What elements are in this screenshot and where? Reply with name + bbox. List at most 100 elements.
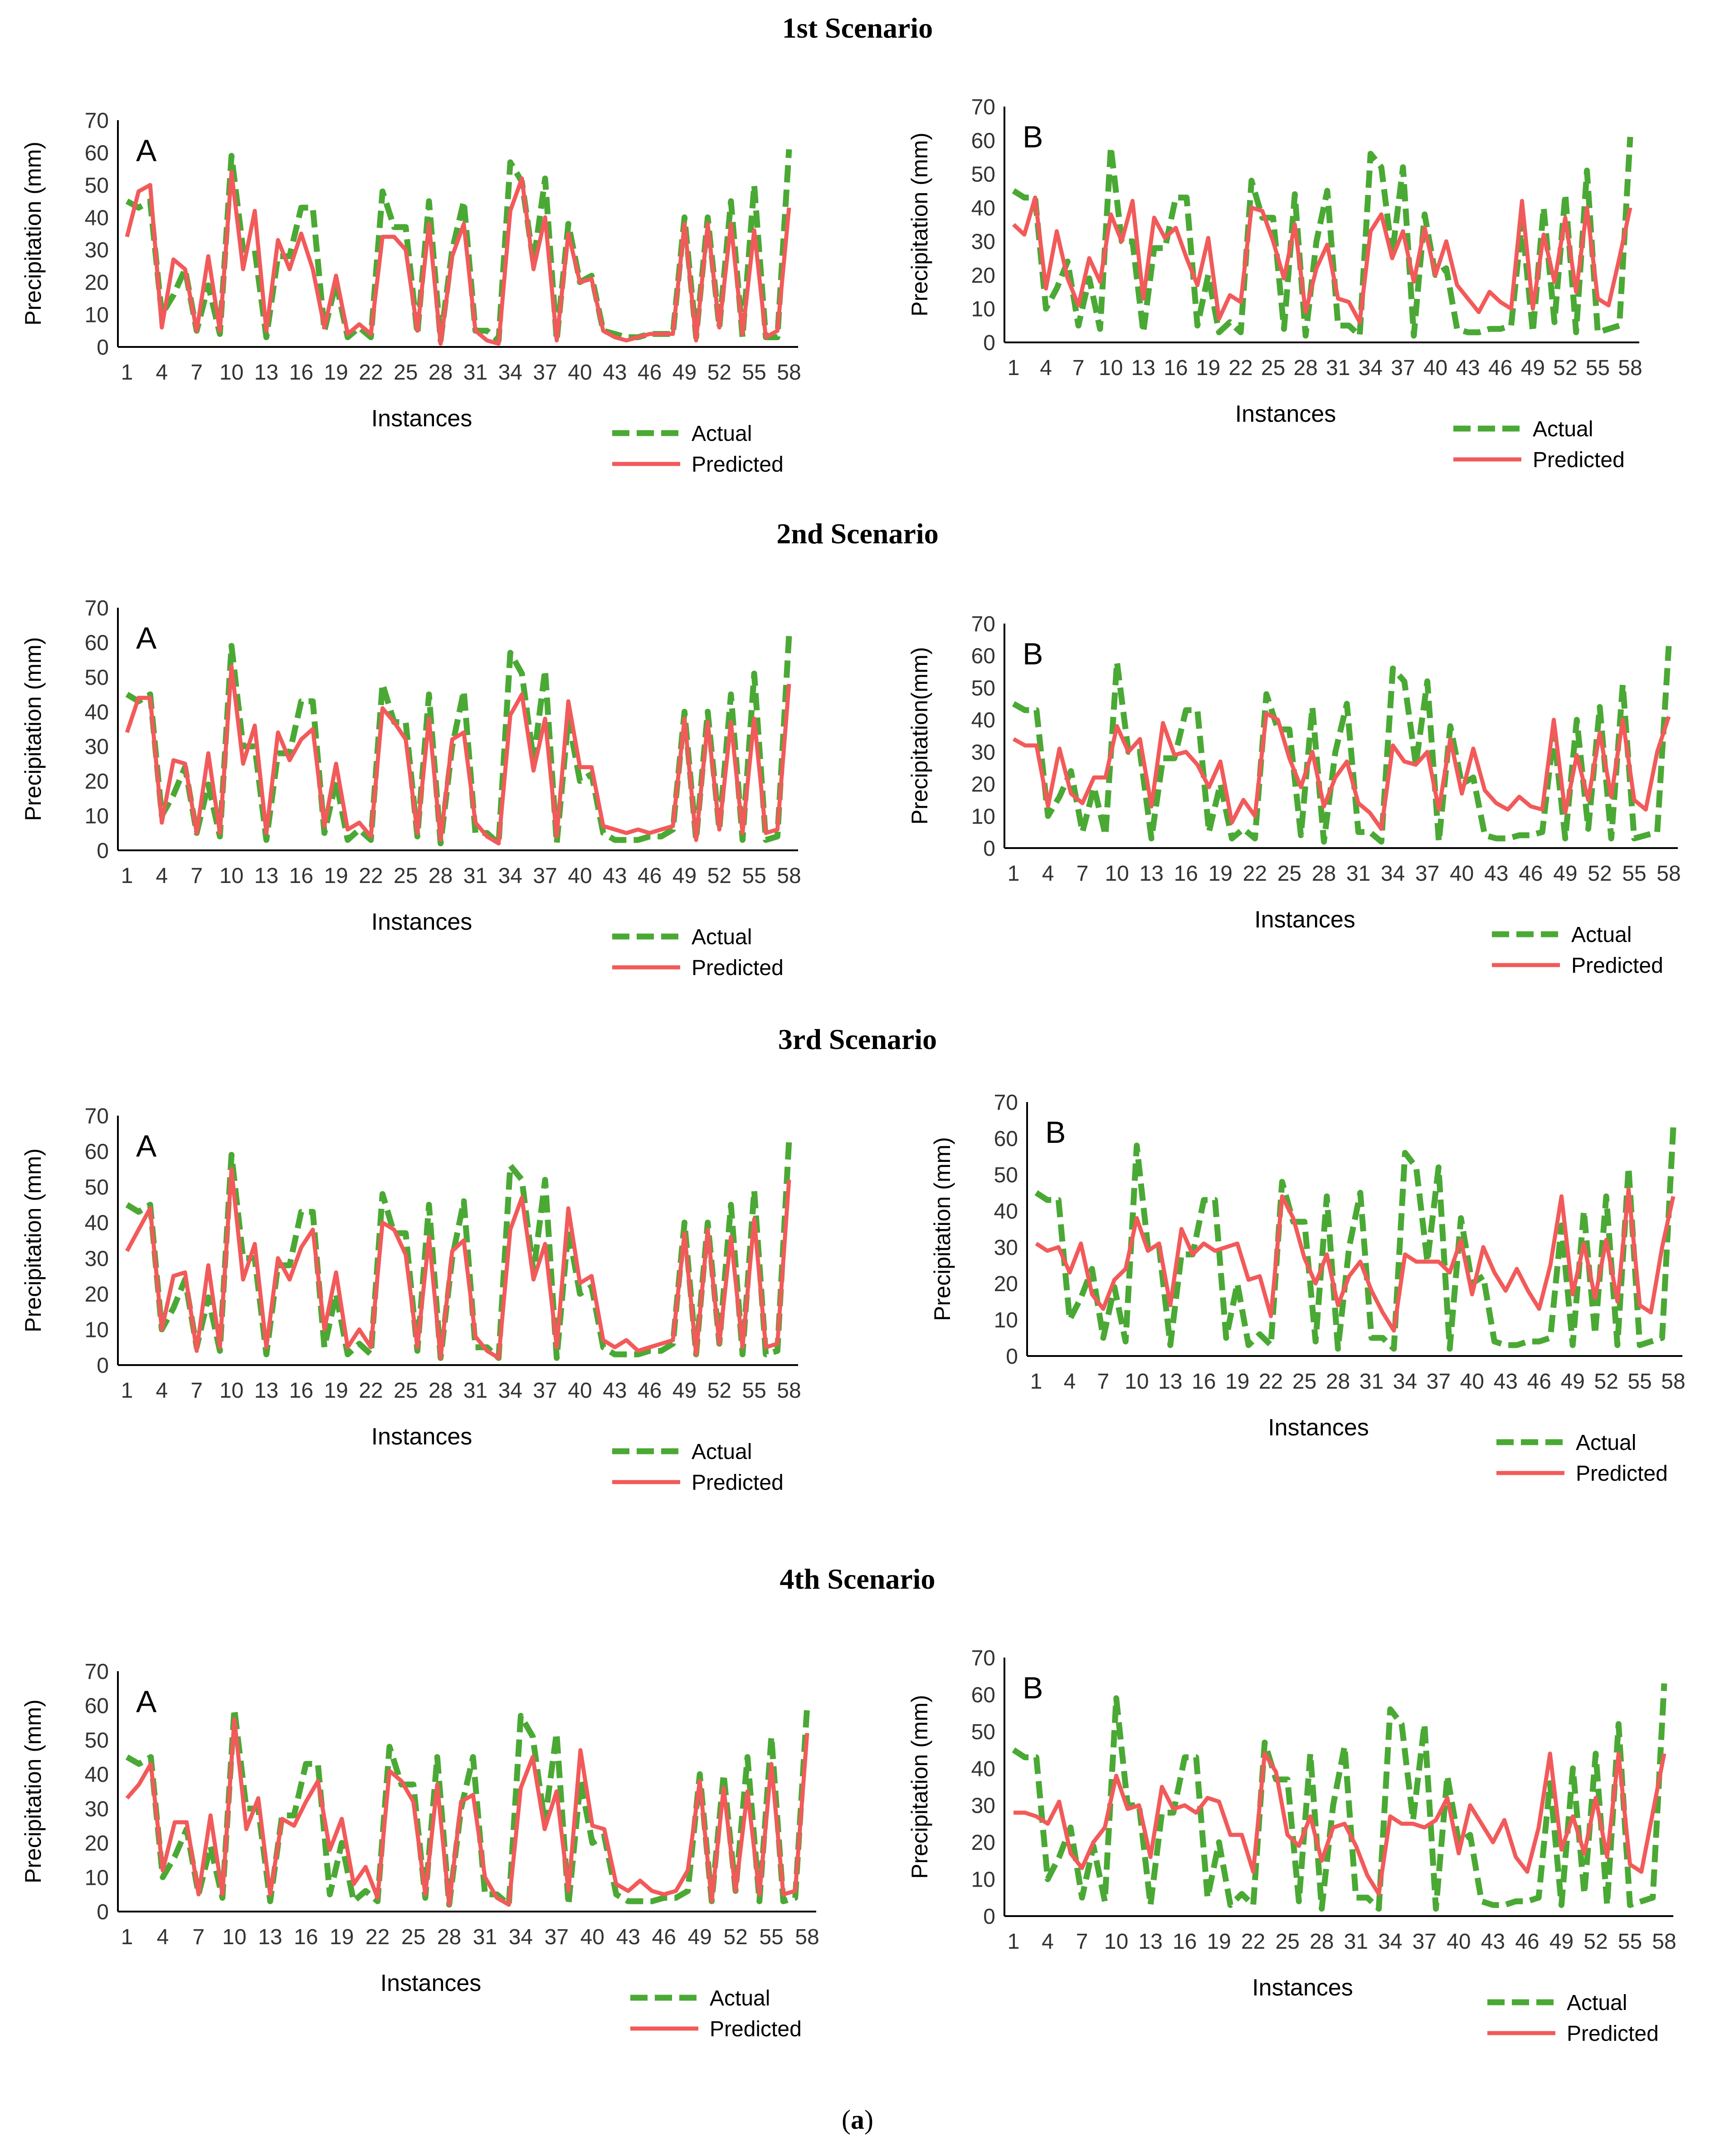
x-tick-label: 34	[498, 361, 522, 385]
y-tick-label: 40	[971, 196, 995, 220]
y-tick-label: 40	[85, 1763, 109, 1787]
y-tick-label: 10	[85, 805, 109, 829]
x-axis-label: Instances	[380, 1970, 482, 1996]
y-axis-label: Precipitation (mm)	[20, 1699, 46, 1883]
x-tick-label: 40	[568, 1379, 592, 1403]
x-tick-label: 34	[1359, 356, 1383, 380]
panel-label: A	[136, 1684, 157, 1719]
x-tick-label: 7	[1072, 356, 1085, 380]
x-tick-label: 37	[1413, 1930, 1437, 1954]
x-tick-label: 52	[707, 864, 731, 888]
y-tick-label: 30	[971, 230, 995, 254]
y-axis-label: Precipitation (mm)	[907, 1695, 932, 1879]
scenario-title-4: 4th Scenario	[780, 1563, 935, 1595]
legend-label: Actual	[710, 1986, 770, 2010]
x-tick-label: 1	[121, 1925, 133, 1949]
panel-label: A	[136, 133, 157, 168]
series-line-predicted	[1013, 1751, 1666, 1896]
x-tick-label: 34	[1378, 1930, 1402, 1954]
y-tick-label: 50	[85, 1728, 109, 1752]
x-tick-label: 52	[707, 1379, 731, 1403]
y-axis-label: Precipitation(mm)	[907, 647, 932, 825]
y-tick-label: 60	[85, 141, 109, 165]
x-tick-label: 13	[1140, 862, 1164, 886]
x-tick-label: 10	[1099, 356, 1123, 380]
x-tick-label: 34	[1381, 862, 1405, 886]
series-line-predicted	[1012, 711, 1671, 831]
x-axis-label: Instances	[371, 405, 473, 432]
x-tick-label: 49	[1549, 1930, 1574, 1954]
x-tick-label: 46	[1527, 1370, 1551, 1394]
y-tick-label: 50	[994, 1163, 1018, 1187]
series-line-actual	[1012, 1683, 1667, 1912]
x-tick-label: 34	[1393, 1370, 1417, 1394]
y-tick-label: 70	[85, 1104, 109, 1128]
legend-label: Predicted	[692, 956, 784, 980]
x-tick-label: 31	[1326, 356, 1350, 380]
y-axis-label: Precipitation (mm)	[20, 141, 46, 326]
y-tick-label: 0	[97, 839, 109, 863]
y-tick-label: 40	[994, 1200, 1018, 1224]
x-tick-label: 52	[1588, 862, 1612, 886]
y-tick-label: 60	[994, 1127, 1018, 1151]
legend-label: Predicted	[1567, 2022, 1659, 2046]
x-tick-label: 46	[1515, 1930, 1539, 1954]
x-tick-label: 49	[687, 1925, 711, 1949]
y-tick-label: 30	[971, 741, 995, 765]
y-tick-label: 70	[85, 596, 109, 620]
x-tick-label: 55	[742, 361, 766, 385]
x-tick-label: 19	[1208, 862, 1233, 886]
x-tick-label: 40	[1460, 1370, 1484, 1394]
x-tick-label: 7	[1097, 1370, 1110, 1394]
x-tick-label: 7	[190, 864, 203, 888]
x-tick-label: 49	[1553, 862, 1577, 886]
x-tick-label: 10	[1105, 862, 1129, 886]
x-tick-label: 16	[289, 1379, 313, 1403]
x-tick-label: 46	[652, 1925, 676, 1949]
legend-label: Predicted	[1533, 448, 1625, 472]
x-tick-label: 19	[324, 864, 348, 888]
y-tick-label: 10	[85, 1318, 109, 1342]
x-tick-label: 40	[1423, 356, 1447, 380]
x-tick-label: 46	[1488, 356, 1512, 380]
x-tick-label: 28	[1312, 862, 1336, 886]
x-tick-label: 28	[429, 361, 453, 385]
x-tick-label: 43	[603, 1379, 627, 1403]
legend-label: Predicted	[692, 453, 784, 477]
series-line-actual	[1034, 1127, 1676, 1352]
x-tick-label: 4	[156, 361, 168, 385]
x-tick-label: 10	[219, 361, 244, 385]
panel-label: B	[1023, 120, 1043, 154]
x-tick-label: 58	[1618, 356, 1642, 380]
legend-label: Actual	[1567, 1991, 1627, 2015]
panel-label: B	[1023, 637, 1043, 671]
x-tick-label: 25	[401, 1925, 425, 1949]
y-tick-label: 10	[85, 303, 109, 327]
x-tick-label: 7	[190, 361, 203, 385]
x-tick-label: 40	[568, 864, 592, 888]
x-tick-label: 25	[394, 361, 418, 385]
legend-label: Predicted	[1571, 954, 1663, 978]
x-tick-label: 4	[1042, 862, 1054, 886]
x-tick-label: 13	[1138, 1930, 1162, 1954]
y-axis-label: Precipitation (mm)	[20, 637, 46, 821]
x-tick-label: 28	[1294, 356, 1318, 380]
x-tick-label: 49	[672, 1379, 697, 1403]
x-tick-label: 13	[254, 1379, 278, 1403]
x-tick-label: 19	[330, 1925, 354, 1949]
x-tick-label: 10	[219, 1379, 244, 1403]
series-line-actual	[1012, 646, 1672, 845]
x-tick-label: 19	[1225, 1370, 1249, 1394]
y-tick-label: 70	[971, 95, 995, 119]
x-tick-label: 16	[289, 864, 313, 888]
x-tick-label: 43	[616, 1925, 640, 1949]
y-tick-label: 60	[971, 644, 995, 668]
y-axis-label: Precipitation (mm)	[930, 1137, 955, 1321]
panel-label: A	[136, 1129, 157, 1163]
panel-label: B	[1045, 1115, 1066, 1150]
